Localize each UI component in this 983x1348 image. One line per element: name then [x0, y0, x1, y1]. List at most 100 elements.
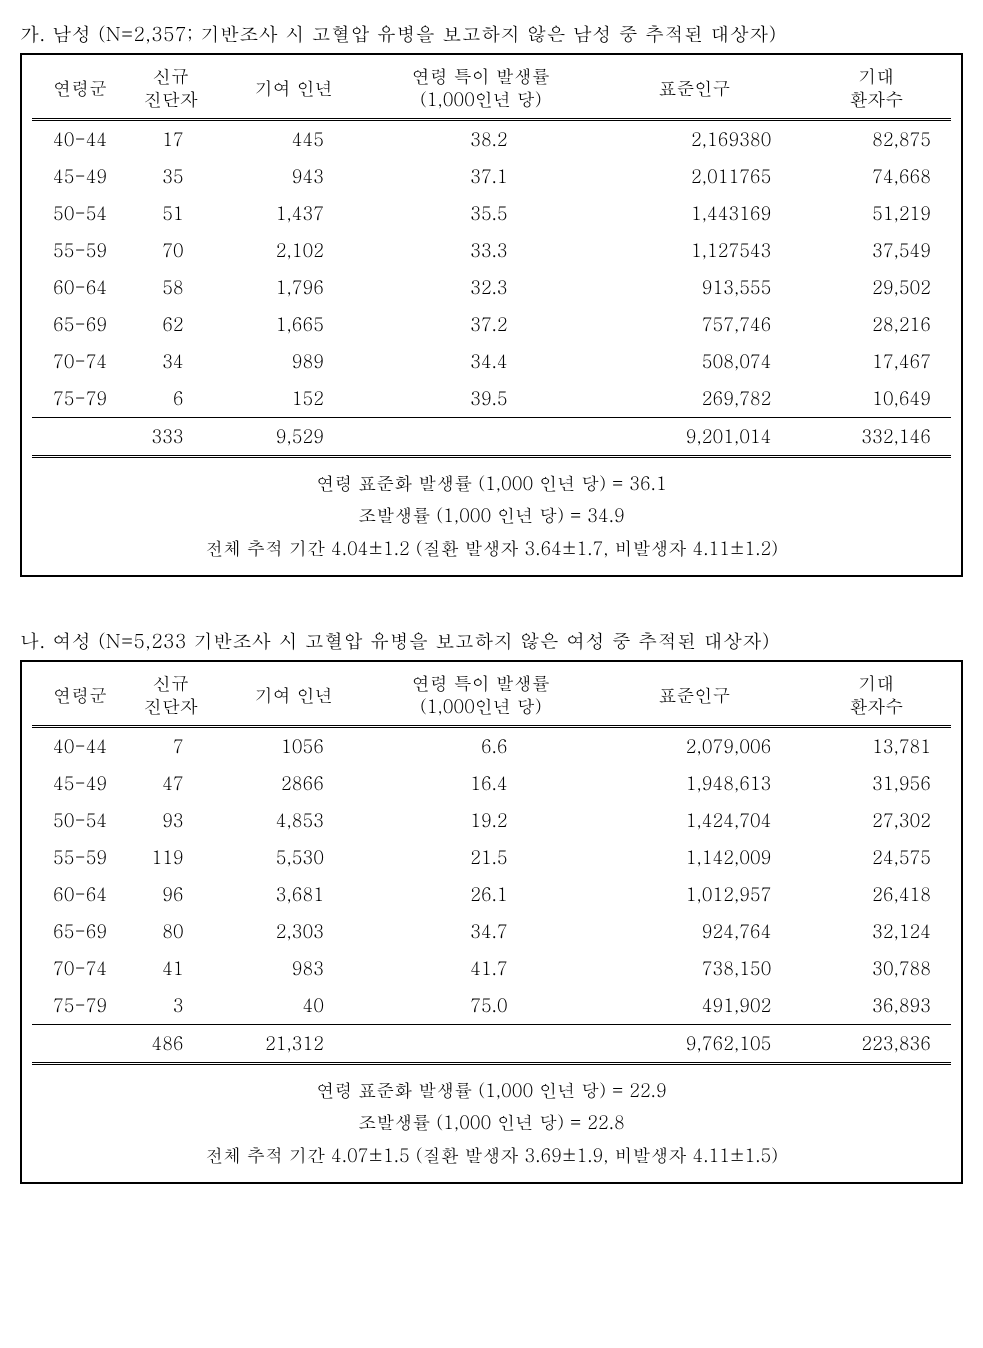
- cell: 2,169380: [588, 119, 802, 158]
- table2-caption: 나. 여성 (N=5,233 기반조사 시 고혈압 유병을 보고하지 않은 여성…: [20, 627, 963, 654]
- table1: 연령군 신규 진단자 기여 인년 연령 특이 발생률 (1,000인년 당) 표…: [32, 59, 951, 455]
- total-new: 333: [128, 417, 213, 455]
- cell: 34.4: [374, 343, 588, 380]
- cell: 943: [214, 158, 374, 195]
- cell: 1,443169: [588, 195, 802, 232]
- cell: 60-64: [32, 269, 128, 306]
- cell: 51: [128, 195, 213, 232]
- cell: 17,467: [801, 343, 951, 380]
- cell: 34: [128, 343, 213, 380]
- cell: 41.7: [374, 950, 588, 987]
- cell: 65-69: [32, 306, 128, 343]
- cell: 4,853: [214, 802, 374, 839]
- cell: 55-59: [32, 839, 128, 876]
- th-pop: 표준인구: [588, 59, 802, 119]
- cell: 26.1: [374, 876, 588, 913]
- cell: 74,668: [801, 158, 951, 195]
- table1-footer: 연령 표준화 발생률 (1,000 인년 당) = 36.1 조발생률 (1,0…: [32, 455, 951, 565]
- footer-line3: 전체 추적 기간 4.04±1.2 (질환 발생자 3.64±1.7, 비발생자…: [32, 533, 951, 565]
- th-new: 신규 진단자: [128, 666, 213, 726]
- table2-body: 40-44710566.62,079,00613,781 45-49472866…: [32, 726, 951, 1062]
- cell: 17: [128, 119, 213, 158]
- cell: 19.2: [374, 802, 588, 839]
- cell: 26,418: [801, 876, 951, 913]
- table2-wrap: 연령군 신규 진단자 기여 인년 연령 특이 발생률 (1,000인년 당) 표…: [20, 660, 963, 1184]
- cell: 29,502: [801, 269, 951, 306]
- cell: 93: [128, 802, 213, 839]
- th-age: 연령군: [32, 666, 128, 726]
- cell: 55-59: [32, 232, 128, 269]
- cell: 757,746: [588, 306, 802, 343]
- th-exp: 기대 환자수: [801, 59, 951, 119]
- cell: 65-69: [32, 913, 128, 950]
- cell: 2,011765: [588, 158, 802, 195]
- table1-wrap: 연령군 신규 진단자 기여 인년 연령 특이 발생률 (1,000인년 당) 표…: [20, 53, 963, 577]
- footer-line2: 조발생률 (1,000 인년 당) = 34.9: [32, 500, 951, 532]
- cell: 6: [128, 380, 213, 418]
- cell: 119: [128, 839, 213, 876]
- cell: 35.5: [374, 195, 588, 232]
- cell: 58: [128, 269, 213, 306]
- total-new: 486: [128, 1024, 213, 1062]
- cell: 35: [128, 158, 213, 195]
- th-py: 기여 인년: [214, 666, 374, 726]
- cell: 3,681: [214, 876, 374, 913]
- cell: 1,424,704: [588, 802, 802, 839]
- cell: 32,124: [801, 913, 951, 950]
- cell: 6.6: [374, 726, 588, 765]
- cell: 96: [128, 876, 213, 913]
- cell: 70: [128, 232, 213, 269]
- table1-caption: 가. 남성 (N=2,357; 기반조사 시 고혈압 유병을 보고하지 않은 남…: [20, 20, 963, 47]
- th-new: 신규 진단자: [128, 59, 213, 119]
- table2-footer: 연령 표준화 발생률 (1,000 인년 당) = 22.9 조발생률 (1,0…: [32, 1062, 951, 1172]
- cell: 47: [128, 765, 213, 802]
- cell: 82,875: [801, 119, 951, 158]
- cell: 13,781: [801, 726, 951, 765]
- cell: 1,127543: [588, 232, 802, 269]
- cell: 36,893: [801, 987, 951, 1025]
- cell: 989: [214, 343, 374, 380]
- cell: 30,788: [801, 950, 951, 987]
- cell: 445: [214, 119, 374, 158]
- cell: 33.3: [374, 232, 588, 269]
- th-age: 연령군: [32, 59, 128, 119]
- cell: 70-74: [32, 950, 128, 987]
- cell: 1,665: [214, 306, 374, 343]
- cell: 51,219: [801, 195, 951, 232]
- cell: 2,079,006: [588, 726, 802, 765]
- cell: 2,303: [214, 913, 374, 950]
- cell: 2866: [214, 765, 374, 802]
- cell: 983: [214, 950, 374, 987]
- cell: 80: [128, 913, 213, 950]
- total-exp: 223,836: [801, 1024, 951, 1062]
- footer-line1: 연령 표준화 발생률 (1,000 인년 당) = 22.9: [32, 1075, 951, 1107]
- cell: 1,948,613: [588, 765, 802, 802]
- total-pop: 9,762,105: [588, 1024, 802, 1062]
- cell: 1,796: [214, 269, 374, 306]
- cell: 24,575: [801, 839, 951, 876]
- cell: 40-44: [32, 726, 128, 765]
- total-py: 9,529: [214, 417, 374, 455]
- cell: 60-64: [32, 876, 128, 913]
- cell: 1056: [214, 726, 374, 765]
- cell: 37,549: [801, 232, 951, 269]
- cell: 37.2: [374, 306, 588, 343]
- cell: 50-54: [32, 195, 128, 232]
- cell: 269,782: [588, 380, 802, 418]
- cell: 40: [214, 987, 374, 1025]
- cell: 738,150: [588, 950, 802, 987]
- th-pop: 표준인구: [588, 666, 802, 726]
- cell: 70-74: [32, 343, 128, 380]
- table2: 연령군 신규 진단자 기여 인년 연령 특이 발생률 (1,000인년 당) 표…: [32, 666, 951, 1062]
- cell: 39.5: [374, 380, 588, 418]
- cell: 31,956: [801, 765, 951, 802]
- cell: 913,555: [588, 269, 802, 306]
- cell: 75-79: [32, 380, 128, 418]
- cell: 75.0: [374, 987, 588, 1025]
- cell: 16.4: [374, 765, 588, 802]
- cell: 62: [128, 306, 213, 343]
- total-py: 21,312: [214, 1024, 374, 1062]
- th-py: 기여 인년: [214, 59, 374, 119]
- cell: 45-49: [32, 158, 128, 195]
- cell: 1,142,009: [588, 839, 802, 876]
